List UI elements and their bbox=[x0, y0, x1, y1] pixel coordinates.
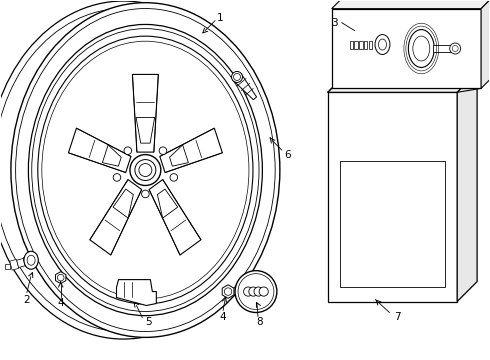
Text: 2: 2 bbox=[24, 294, 30, 305]
Ellipse shape bbox=[124, 147, 132, 154]
Polygon shape bbox=[481, 0, 490, 88]
Circle shape bbox=[254, 287, 263, 296]
Polygon shape bbox=[102, 145, 121, 166]
Polygon shape bbox=[69, 128, 131, 172]
Ellipse shape bbox=[238, 274, 274, 310]
Ellipse shape bbox=[28, 24, 262, 316]
Text: 4: 4 bbox=[57, 297, 64, 307]
Text: 4: 4 bbox=[220, 312, 226, 323]
Ellipse shape bbox=[0, 9, 253, 332]
Polygon shape bbox=[222, 285, 234, 298]
Ellipse shape bbox=[234, 73, 241, 80]
Ellipse shape bbox=[232, 72, 243, 82]
Circle shape bbox=[259, 287, 269, 296]
Ellipse shape bbox=[142, 190, 149, 198]
Polygon shape bbox=[30, 255, 39, 264]
Polygon shape bbox=[117, 280, 156, 306]
Ellipse shape bbox=[170, 174, 177, 181]
Bar bbox=[354, 41, 358, 49]
Text: 7: 7 bbox=[394, 312, 401, 323]
Text: 8: 8 bbox=[257, 318, 263, 328]
Bar bbox=[328, 92, 457, 302]
Polygon shape bbox=[17, 258, 25, 267]
Ellipse shape bbox=[378, 39, 387, 50]
Polygon shape bbox=[233, 73, 257, 100]
Text: 1: 1 bbox=[217, 13, 223, 23]
Polygon shape bbox=[332, 0, 490, 9]
Polygon shape bbox=[457, 72, 477, 302]
Ellipse shape bbox=[224, 288, 232, 295]
Ellipse shape bbox=[408, 30, 434, 67]
Polygon shape bbox=[328, 72, 477, 92]
Ellipse shape bbox=[27, 255, 35, 265]
Text: 6: 6 bbox=[285, 150, 291, 160]
Polygon shape bbox=[10, 260, 19, 270]
Polygon shape bbox=[149, 180, 201, 255]
Polygon shape bbox=[157, 189, 178, 218]
Text: 5: 5 bbox=[145, 318, 152, 328]
Ellipse shape bbox=[0, 1, 259, 339]
Bar bbox=[340, 161, 445, 287]
Bar bbox=[368, 41, 372, 49]
Ellipse shape bbox=[11, 3, 280, 337]
Ellipse shape bbox=[130, 154, 161, 185]
Polygon shape bbox=[55, 272, 66, 284]
Polygon shape bbox=[170, 145, 188, 166]
Polygon shape bbox=[136, 117, 155, 143]
Polygon shape bbox=[23, 256, 32, 266]
Polygon shape bbox=[113, 189, 133, 218]
Ellipse shape bbox=[139, 163, 152, 176]
Ellipse shape bbox=[113, 174, 121, 181]
Polygon shape bbox=[90, 180, 142, 255]
Polygon shape bbox=[132, 75, 158, 152]
Ellipse shape bbox=[375, 35, 390, 54]
Bar bbox=[332, 9, 481, 88]
Ellipse shape bbox=[24, 251, 38, 269]
Ellipse shape bbox=[413, 36, 430, 61]
Bar bbox=[5, 264, 9, 269]
Bar bbox=[359, 41, 363, 49]
Ellipse shape bbox=[16, 9, 275, 332]
Bar bbox=[349, 41, 353, 49]
Ellipse shape bbox=[452, 45, 458, 51]
Ellipse shape bbox=[135, 159, 156, 180]
Ellipse shape bbox=[159, 147, 167, 154]
Bar bbox=[364, 41, 368, 49]
Ellipse shape bbox=[450, 43, 461, 54]
Ellipse shape bbox=[38, 36, 253, 304]
Ellipse shape bbox=[235, 271, 277, 312]
Circle shape bbox=[249, 287, 258, 296]
Circle shape bbox=[244, 287, 253, 296]
Ellipse shape bbox=[32, 29, 259, 311]
Text: 3: 3 bbox=[331, 18, 338, 28]
Bar bbox=[433, 45, 455, 53]
Polygon shape bbox=[160, 128, 222, 172]
Ellipse shape bbox=[57, 274, 64, 281]
